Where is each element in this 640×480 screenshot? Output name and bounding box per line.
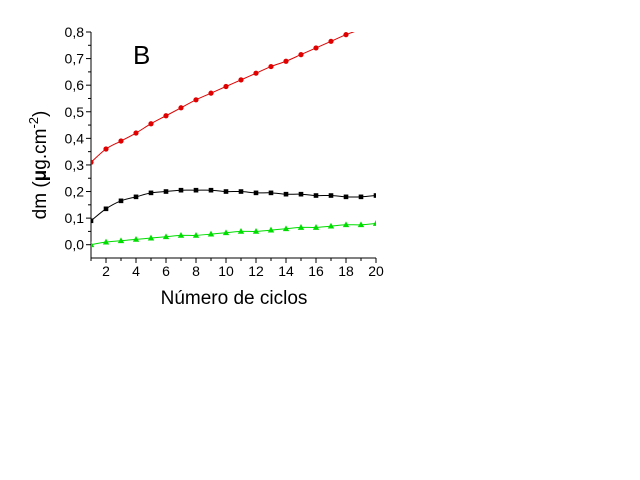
data-point bbox=[147, 234, 155, 241]
y-tick-label: 0,6 bbox=[65, 77, 85, 93]
data-point bbox=[358, 194, 364, 200]
data-point bbox=[312, 224, 320, 230]
data-point bbox=[283, 58, 289, 64]
y-tick-label: 0,7 bbox=[65, 51, 85, 67]
data-point bbox=[118, 138, 124, 144]
x-tick-label: 8 bbox=[192, 263, 200, 279]
series-triangle bbox=[91, 220, 376, 248]
data-point bbox=[193, 97, 199, 103]
data-point bbox=[178, 105, 184, 111]
data-point bbox=[207, 230, 215, 237]
x-tick-label: 18 bbox=[338, 263, 354, 279]
data-point bbox=[372, 220, 376, 226]
data-point bbox=[163, 189, 169, 194]
data-point bbox=[328, 38, 334, 44]
data-point bbox=[133, 130, 139, 136]
x-axis-title: Número de ciclos bbox=[161, 288, 308, 309]
data-point bbox=[148, 121, 154, 127]
data-point bbox=[91, 241, 95, 248]
data-point bbox=[132, 235, 140, 242]
data-point bbox=[373, 193, 376, 198]
data-point bbox=[208, 90, 214, 96]
data-point bbox=[253, 70, 259, 76]
data-point bbox=[222, 229, 230, 236]
data-point bbox=[298, 52, 304, 58]
x-tick-label: 6 bbox=[162, 263, 170, 279]
x-tick-label: 14 bbox=[278, 263, 294, 279]
data-point bbox=[342, 221, 350, 228]
data-point bbox=[102, 238, 110, 245]
data-point bbox=[253, 190, 259, 196]
data-point bbox=[327, 222, 335, 229]
data-point bbox=[193, 187, 199, 193]
axes: 2 4 6 8 10 12 14 16 18 20 0,0 0,1 0,2 0,3 0,4 0,5 0,6 0,7… bbox=[65, 24, 384, 279]
data-point bbox=[238, 77, 244, 83]
x-tick-label: 2 bbox=[102, 263, 110, 279]
data-point bbox=[343, 32, 349, 38]
data-point bbox=[297, 224, 305, 230]
y-tick-label: 0,1 bbox=[65, 210, 85, 226]
data-point bbox=[282, 225, 290, 232]
data-point bbox=[117, 237, 125, 244]
data-point bbox=[163, 113, 169, 119]
y-tick-label: 0,0 bbox=[65, 237, 85, 253]
data-point bbox=[178, 187, 184, 193]
data-point bbox=[103, 206, 109, 212]
data-point bbox=[268, 63, 274, 70]
x-tick-label: 4 bbox=[132, 263, 140, 279]
data-point bbox=[162, 233, 170, 240]
y-axis-title-close: ) bbox=[30, 111, 51, 117]
x-tick-label: 16 bbox=[308, 263, 324, 279]
data-point bbox=[223, 83, 229, 90]
data-point bbox=[133, 194, 139, 200]
data-point bbox=[177, 232, 185, 238]
data-point bbox=[91, 218, 94, 224]
y-tick-label: 0,5 bbox=[65, 104, 85, 120]
x-tick-label: 12 bbox=[248, 263, 264, 279]
data-point bbox=[238, 189, 244, 194]
panel-label: B bbox=[133, 40, 150, 70]
data-point bbox=[118, 198, 124, 204]
data-point bbox=[313, 45, 319, 51]
series-square bbox=[91, 187, 376, 224]
x-tick-label: 20 bbox=[368, 263, 384, 279]
data-point bbox=[91, 159, 94, 165]
y-axis-title-mu: μ bbox=[30, 170, 51, 182]
y-tick-label: 0,3 bbox=[65, 157, 85, 173]
y-axis-title-main: dm ( bbox=[30, 181, 51, 220]
y-axis-title-unit: g.cm bbox=[30, 129, 51, 170]
y-axis-title-sup: -2 bbox=[26, 117, 41, 129]
data-point bbox=[313, 193, 319, 198]
data-point bbox=[223, 189, 229, 194]
data-point bbox=[148, 190, 154, 196]
data-point bbox=[328, 193, 334, 198]
data-point bbox=[358, 27, 363, 32]
data-point bbox=[237, 228, 245, 234]
y-axis-title: dm (μg.cm-2) bbox=[26, 111, 51, 220]
data-point bbox=[298, 191, 304, 197]
y-tick-label: 0,2 bbox=[65, 184, 85, 200]
series-layer bbox=[91, 27, 376, 248]
series-line bbox=[91, 32, 355, 163]
data-point bbox=[192, 232, 200, 238]
y-tick-label: 0,8 bbox=[65, 24, 85, 40]
data-point bbox=[268, 190, 274, 196]
data-point bbox=[267, 226, 275, 233]
series-circle bbox=[91, 27, 363, 165]
data-point bbox=[208, 187, 214, 193]
data-point bbox=[343, 194, 349, 200]
data-point bbox=[357, 221, 365, 228]
data-point bbox=[252, 228, 260, 234]
data-point bbox=[283, 191, 289, 197]
data-point bbox=[103, 146, 109, 152]
y-tick-label: 0,4 bbox=[65, 130, 85, 146]
x-tick-label: 10 bbox=[218, 263, 234, 279]
